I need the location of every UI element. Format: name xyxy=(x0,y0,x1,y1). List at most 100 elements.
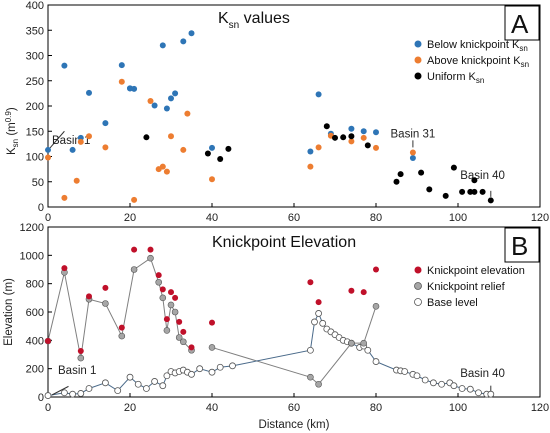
panel-a-point-above xyxy=(409,149,416,156)
panel-a-letter-box xyxy=(504,5,540,41)
panel-a-y-tick-label: 250 xyxy=(26,76,44,88)
panel-a-letter: A xyxy=(511,9,529,39)
panel-a-point-above xyxy=(360,134,367,141)
panel-b-point-elevation xyxy=(147,246,154,253)
panel-a: 0 50 100 150 200 250 300 350 400 0 20 40 60 80 100 120… xyxy=(4,0,549,224)
panel-a-point-above xyxy=(348,138,355,145)
panel-b-letter-box xyxy=(504,227,540,263)
panel-a-point-below xyxy=(45,146,51,153)
panel-b-point-base xyxy=(44,392,52,399)
panel-a-point-uniform xyxy=(397,171,404,178)
panel-a-legend: Below knickpoint Ksn Above knickpoint Ksn… xyxy=(414,39,529,85)
legend-marker-below xyxy=(414,40,422,48)
panel-b-y-tick-label: 200 xyxy=(26,364,44,376)
panel-b-point-base xyxy=(163,372,171,380)
panel-b-point-base xyxy=(208,368,216,376)
legend-label-below: Below knickpoint Ksn xyxy=(427,39,528,53)
panel-b-point-base xyxy=(229,362,236,370)
annotation-leader xyxy=(51,385,69,396)
panel-b-connectors xyxy=(47,257,377,385)
panel-a-point-above xyxy=(77,138,84,145)
legend-marker-elevation xyxy=(414,266,422,274)
panel-a-point-below xyxy=(159,42,166,49)
legend-marker-base xyxy=(414,298,422,306)
panel-a-title: Ksn values xyxy=(218,10,290,31)
panel-b-point-base xyxy=(319,319,327,327)
annotation-basin-1: Basin 1 xyxy=(58,365,96,377)
legend-label-sub: sn xyxy=(521,60,529,69)
panel-a-point-below xyxy=(348,125,355,132)
panel-b-y-tick-label: 400 xyxy=(26,335,44,347)
annotation-basin-40: Basin 40 xyxy=(460,368,505,380)
panel-a-point-below xyxy=(188,30,195,37)
panel-b-x-tick-label: 60 xyxy=(288,402,300,414)
panel-a-point-above xyxy=(184,110,191,117)
legend-label-uniform: Uniform Ksn xyxy=(427,71,484,85)
panel-a-point-below xyxy=(102,120,109,127)
panel-a-title-rest: values xyxy=(239,10,290,27)
panel-a-point-uniform xyxy=(143,134,150,141)
panel-a-point-uniform xyxy=(217,156,224,163)
panel-b: 0 200 400 600 800 1000 1200 0 20 40 60 80 100 120 Ba… xyxy=(3,222,549,431)
panel-a-point-above xyxy=(147,97,154,104)
panel-a-y-tick-label: 150 xyxy=(26,126,44,138)
panel-a-point-below xyxy=(61,62,68,69)
panel-b-point-relief xyxy=(171,308,179,316)
legend-marker-uniform xyxy=(414,72,422,80)
panel-a-y-tick-label: 300 xyxy=(26,51,44,63)
panel-b-point-relief xyxy=(208,344,216,351)
panel-a-y-tick-label: 100 xyxy=(26,152,44,164)
legend-label-main: Above knickpoint K xyxy=(427,55,521,67)
panel-a-point-below xyxy=(360,128,367,135)
panel-b-point-relief xyxy=(77,354,85,362)
relief-connector-line xyxy=(47,257,192,359)
panel-b-point-base xyxy=(134,380,142,388)
panel-a-point-uniform xyxy=(225,145,232,152)
panel-b-point-base xyxy=(487,390,495,398)
panel-a-ylabel: Ksn (m0.9) xyxy=(4,107,20,155)
panel-b-y-tick-label: 1200 xyxy=(20,222,44,234)
legend-marker-above xyxy=(414,56,422,64)
panel-b-point-base xyxy=(429,379,437,387)
panel-a-y-tick-label: 50 xyxy=(32,177,44,189)
panel-a-point-above xyxy=(315,144,322,151)
panel-b-xlabel: Distance (km) xyxy=(259,419,330,431)
legend-label-main: Below knickpoint K xyxy=(427,39,520,51)
panel-b-point-base xyxy=(196,365,204,373)
panel-b-y-tick-label: 800 xyxy=(26,279,44,291)
panel-a-point-above xyxy=(61,194,68,201)
panel-b-point-base xyxy=(126,373,134,381)
panel-a-title-sub: sn xyxy=(229,20,240,31)
relief-connector-line xyxy=(211,306,377,385)
panel-b-point-elevation xyxy=(131,246,138,253)
panel-b-annotations: Basin 1 Basin 40 xyxy=(51,365,505,396)
panel-a-point-below xyxy=(163,105,170,112)
panel-b-point-elevation xyxy=(45,338,51,345)
panel-b-point-base xyxy=(216,363,224,371)
panel-b-point-relief xyxy=(307,373,314,381)
panel-b-x-tick-label: 20 xyxy=(124,402,136,414)
panel-a-point-uniform xyxy=(364,142,371,149)
panel-a-point-above xyxy=(159,163,166,170)
panel-a-point-uniform xyxy=(332,134,338,141)
panel-a-point-above xyxy=(131,196,138,203)
panel-a-point-uniform xyxy=(471,188,478,195)
panel-a-title-main: K xyxy=(218,10,229,27)
panel-b-point-base xyxy=(364,346,372,354)
panel-b-point-elevation xyxy=(61,265,68,272)
panel-b-point-base xyxy=(69,390,76,398)
panel-a-point-above xyxy=(168,133,174,140)
panel-b-point-elevation xyxy=(315,299,322,306)
panel-a-x-tick-label: 60 xyxy=(288,212,300,224)
panel-a-point-below xyxy=(131,85,138,92)
panel-a-point-below xyxy=(307,148,314,155)
panel-a-point-below xyxy=(151,102,158,109)
panel-a-ylabel-end: ) xyxy=(6,107,18,111)
panel-b-point-elevation xyxy=(176,318,183,325)
panel-b-ylabel: Elevation (m) xyxy=(3,278,15,346)
panel-b-point-base xyxy=(85,385,93,392)
panel-b-point-relief xyxy=(167,301,175,309)
panel-b-title: Knickpoint Elevation xyxy=(212,234,356,251)
panel-b-point-relief xyxy=(315,380,322,388)
panel-a-point-uniform xyxy=(467,188,474,195)
